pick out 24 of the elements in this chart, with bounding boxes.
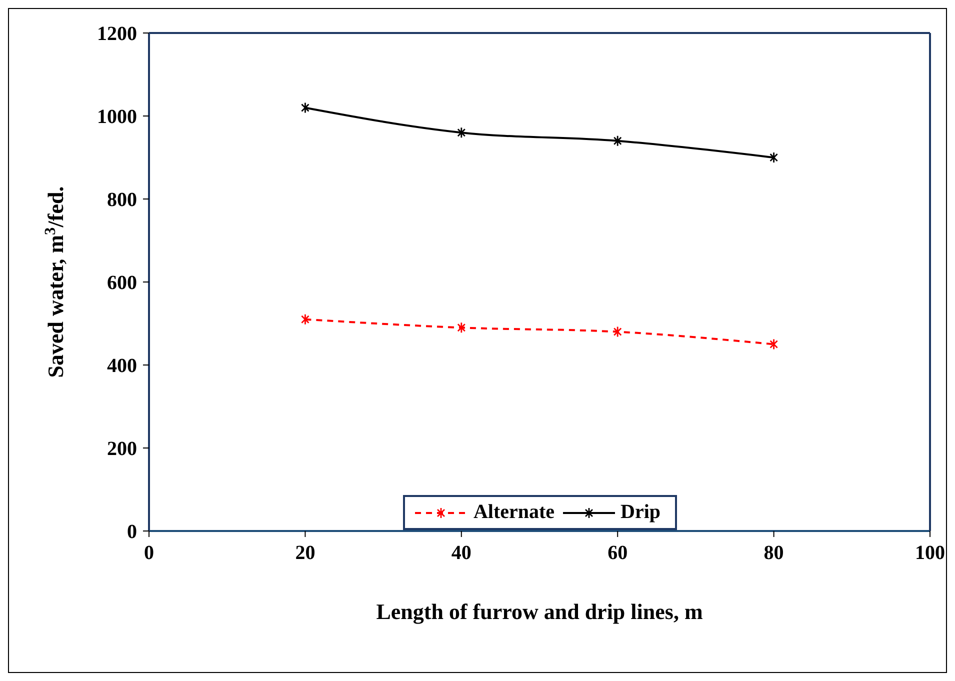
legend-label: Alternate	[473, 501, 555, 524]
point	[457, 126, 466, 138]
y-tick-label: 200	[107, 438, 137, 460]
point	[457, 322, 466, 334]
point	[613, 326, 622, 338]
x-tick-label: 40	[451, 542, 472, 564]
x-tick-label: 100	[915, 542, 945, 564]
y-tick-label: 1000	[97, 106, 137, 128]
point	[613, 135, 622, 147]
point	[770, 338, 778, 350]
y-tick-label: 600	[107, 272, 137, 294]
y-tick-label: 1200	[97, 23, 137, 46]
x-tick-label: 20	[295, 542, 316, 564]
x-tick-label: 60	[608, 542, 628, 564]
x-tick-label: 80	[764, 542, 784, 564]
point	[301, 314, 310, 326]
y-tick-label: 0	[127, 521, 137, 544]
y-tick-label: 400	[107, 355, 137, 378]
y-tick-label: 800	[107, 189, 137, 212]
x-axis-title: Length of furrow and drip lines, m	[376, 599, 703, 624]
legend-label: Drip	[620, 501, 661, 524]
x-tick-label: 0	[144, 542, 154, 564]
point	[770, 152, 778, 164]
point	[301, 102, 310, 114]
